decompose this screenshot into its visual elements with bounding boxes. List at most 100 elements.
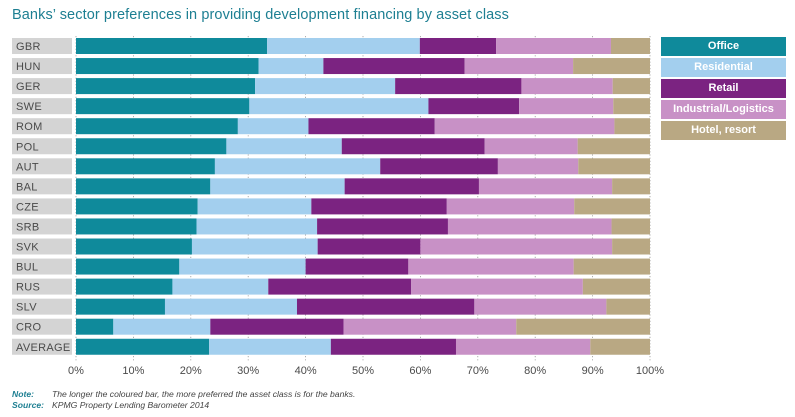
- bar-segment: [330, 338, 456, 355]
- bar-segment: [76, 298, 165, 315]
- legend-item-hotel-resort: Hotel, resort: [661, 121, 786, 140]
- legend-item-residential: Residential: [661, 58, 786, 77]
- category-label-background: [12, 278, 72, 295]
- x-tick-label: 20%: [180, 365, 202, 377]
- bar-segment: [317, 218, 448, 235]
- bar-segment: [268, 278, 412, 295]
- category-label-background: [12, 98, 72, 115]
- category-label-background: [12, 218, 72, 235]
- bar-segment: [258, 58, 324, 75]
- category-label-background: [12, 158, 72, 175]
- legend-item-office: Office: [661, 37, 786, 56]
- bar-segment: [606, 298, 650, 315]
- bar-segment: [612, 238, 650, 255]
- x-axis-tick-labels: 0% 10% 20% 30% 40% 50% 60% 70% 80% 90% 100%: [68, 365, 664, 377]
- bar-segment: [76, 338, 210, 355]
- bar-segment: [209, 338, 331, 355]
- category-label-background: [12, 118, 72, 135]
- bar-segment: [411, 278, 583, 295]
- bar-segment: [497, 158, 579, 175]
- bar-segment: [76, 98, 250, 115]
- bar-segment: [341, 138, 485, 155]
- bar-segment: [474, 298, 607, 315]
- bar-segment: [574, 198, 650, 215]
- bar-segment: [464, 58, 574, 75]
- category-label-background: [12, 138, 72, 155]
- category-label: SRB: [16, 221, 40, 233]
- bar-segment: [308, 118, 435, 135]
- category-label-background: [12, 38, 72, 54]
- bar-segment: [76, 58, 259, 75]
- category-label: GER: [16, 81, 41, 93]
- category-label: POL: [16, 141, 39, 153]
- bar-segment: [447, 218, 612, 235]
- bar-segment: [614, 118, 650, 135]
- category-label: HUN: [16, 61, 41, 73]
- bar-segment: [76, 258, 180, 275]
- bar-segment: [395, 78, 522, 95]
- bar-segment: [420, 238, 613, 255]
- category-label: ROM: [16, 121, 43, 133]
- bar-segment: [76, 118, 238, 135]
- category-label: AUT: [16, 161, 39, 173]
- x-tick-label: 100%: [636, 365, 664, 377]
- bar-segment: [419, 38, 497, 54]
- bar-segment: [76, 278, 173, 295]
- legend: Office Residential Retail Industrial/Log…: [661, 37, 786, 142]
- category-label: AVERAGE: [16, 342, 70, 354]
- note-text: The longer the coloured bar, the more pr…: [52, 389, 356, 399]
- category-label-background: [12, 338, 72, 355]
- bar-segment: [380, 158, 498, 175]
- bar-segment: [210, 178, 345, 195]
- bar-segment: [343, 318, 517, 335]
- category-labels: GBR HUN GER SWE ROM POL AUT BAL CZE SRB SVK BUL RUS S…: [16, 41, 70, 354]
- bars: [76, 38, 650, 355]
- legend-item-industrial-logistics: Industrial/Logistics: [661, 100, 786, 119]
- bar-segment: [521, 78, 613, 95]
- bar-segment: [249, 98, 429, 115]
- category-label-background: [12, 298, 72, 315]
- x-tick-label: 10%: [122, 365, 144, 377]
- bar-segment: [478, 178, 613, 195]
- category-label-background: [12, 58, 72, 75]
- source-line: Source: KPMG Property Lending Barometer 2…: [12, 400, 355, 411]
- bar-segment: [317, 238, 421, 255]
- bar-segment: [578, 158, 650, 175]
- source-label: Source:: [12, 400, 44, 410]
- bar-segment: [255, 78, 396, 95]
- note-line: Note: The longer the coloured bar, the mo…: [12, 389, 355, 400]
- bar-segment: [428, 98, 520, 115]
- bar-segment: [196, 218, 318, 235]
- category-label: CRO: [16, 322, 41, 334]
- x-tick-label: 30%: [237, 365, 259, 377]
- bar-segment: [76, 198, 198, 215]
- category-label: BAL: [16, 181, 38, 193]
- x-tick-label: 60%: [409, 365, 431, 377]
- category-label-background: [12, 238, 72, 255]
- bar-segment: [516, 318, 650, 335]
- bar-segment: [76, 138, 227, 155]
- bar-segment: [76, 178, 211, 195]
- bar-segment: [237, 118, 309, 135]
- category-label-backgrounds: [12, 38, 72, 355]
- bar-segment: [446, 198, 575, 215]
- legend-item-retail: Retail: [661, 79, 786, 98]
- bar-segment: [296, 298, 475, 315]
- category-label: BUL: [16, 262, 38, 274]
- category-label: SWE: [16, 101, 42, 113]
- category-label: SVK: [16, 242, 39, 254]
- category-label-background: [12, 198, 72, 215]
- bar-segment: [76, 38, 268, 54]
- category-label-background: [12, 318, 72, 335]
- category-label-background: [12, 258, 72, 275]
- bar-segment: [172, 278, 269, 295]
- x-tick-label: 80%: [524, 365, 546, 377]
- bar-segment: [582, 278, 650, 295]
- bar-segment: [179, 258, 306, 275]
- chart-notes: Note: The longer the coloured bar, the mo…: [12, 389, 355, 411]
- bar-segment: [76, 238, 192, 255]
- x-tick-label: 40%: [295, 365, 317, 377]
- category-label: SLV: [16, 302, 37, 314]
- bar-segment: [611, 218, 650, 235]
